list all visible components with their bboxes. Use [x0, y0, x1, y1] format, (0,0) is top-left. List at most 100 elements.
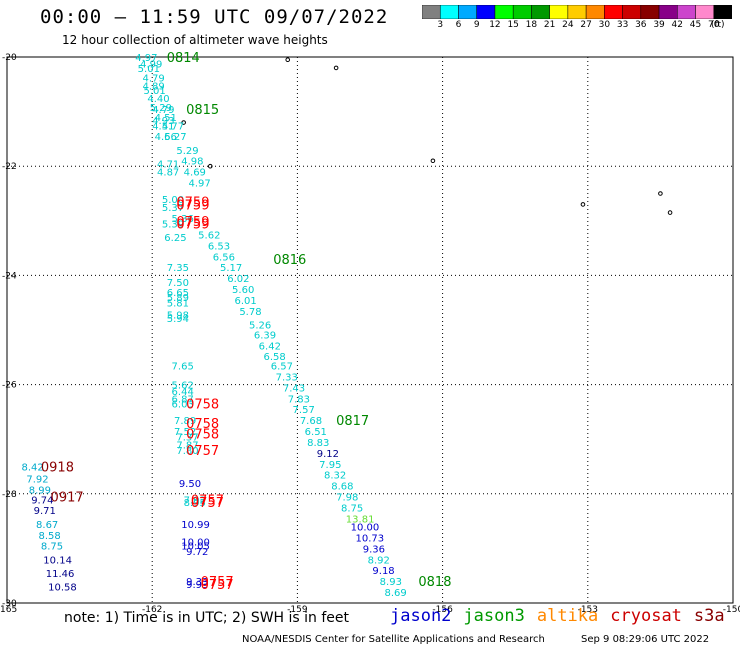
- footnote: note: 1) Time is in UTC; 2) SWH is in fe…: [64, 610, 350, 626]
- wave-height-value: 10.99: [181, 520, 210, 531]
- wave-height-value: 8.69: [385, 588, 407, 599]
- wave-height-value: 8.75: [41, 542, 63, 553]
- colorbar-tick: 33: [616, 20, 629, 30]
- wave-height-value: 4.71: [157, 159, 179, 170]
- legend-entry: s3a: [693, 606, 725, 626]
- pass-time-label: 0817: [336, 414, 369, 429]
- wave-height-value: 5.29: [176, 146, 198, 157]
- island-marker: [580, 202, 586, 207]
- x-tick-label: -156: [432, 605, 453, 615]
- pass-time-label: 0757: [201, 575, 234, 590]
- wave-height-value: 7.35: [167, 263, 189, 274]
- wave-height-value: 6.01: [234, 296, 256, 307]
- wave-height-value: 5.89: [167, 293, 189, 304]
- island-marker: [430, 158, 436, 164]
- y-tick-label: -26: [2, 381, 17, 391]
- island-marker: [285, 57, 291, 63]
- wave-height-value: 4.99: [140, 60, 162, 71]
- pass-time-label: 0917: [51, 491, 84, 506]
- wave-height-value: 5.37: [162, 203, 184, 214]
- wave-height-value: 8.42: [22, 463, 44, 474]
- page-subtitle: 12 hour collection of altimeter wave hei…: [62, 33, 328, 47]
- wave-height-value: 7.95: [319, 460, 341, 471]
- pass-time-label: 0758: [186, 398, 219, 413]
- x-tick-label: -150: [723, 605, 740, 615]
- wave-height-value: 8.58: [38, 531, 60, 542]
- wave-height-value: 6.65: [167, 288, 189, 299]
- legend-entry: cryosat: [610, 606, 682, 626]
- pass-time-label: 0759: [176, 198, 209, 213]
- wave-height-value: 7.52: [174, 427, 196, 438]
- wave-height-value: 7.80: [176, 446, 198, 457]
- wave-height-value: 6.57: [271, 361, 293, 372]
- y-tick-label: -24: [2, 271, 17, 281]
- wave-height-value: 8.93: [380, 577, 402, 588]
- wave-height-value: 7.68: [300, 416, 322, 427]
- wave-height-value: 7.98: [336, 493, 358, 504]
- colorbar-tick: 21: [543, 20, 556, 30]
- wave-height-value: 6.44: [172, 387, 194, 398]
- wave-height-value: 4.40: [147, 94, 169, 105]
- wave-height-value: 4.69: [184, 168, 206, 179]
- wave-height-value: 4.51: [152, 121, 174, 132]
- wave-height-value: 9.36: [363, 544, 385, 555]
- pass-time-label: 0918: [41, 461, 74, 476]
- colorbar-tick: 9: [473, 20, 480, 30]
- colorbar-tick: 45: [689, 20, 702, 30]
- wave-height-value: 5.29: [150, 103, 172, 114]
- wave-height-value: 8.75: [341, 503, 363, 514]
- colorbar-tick: 15: [507, 20, 519, 30]
- colorbar-tick: 70: [708, 20, 720, 30]
- wave-height-value: 8.95: [184, 498, 206, 509]
- wave-height-value: 5.60: [232, 285, 254, 296]
- island-marker: [181, 120, 186, 125]
- wave-height-value: 4.89: [143, 81, 165, 92]
- wave-height-value: 6.39: [254, 330, 276, 341]
- wave-height-value: 7.57: [293, 405, 315, 416]
- wave-height-value: 9.18: [372, 566, 394, 577]
- wave-height-value: 6.25: [164, 233, 186, 244]
- y-tick-label: -20: [2, 53, 17, 63]
- y-tick-label: -28: [2, 490, 17, 500]
- wave-height-value: 5.94: [167, 314, 189, 325]
- wave-height-value: 8.92: [368, 555, 390, 566]
- wave-height-value: 5.81: [167, 299, 189, 310]
- wave-height-value: 5.27: [164, 132, 186, 143]
- wave-height-value: 6.87: [172, 394, 194, 405]
- wave-height-value: 4.79: [152, 105, 174, 116]
- legend-entry: altika: [536, 606, 599, 626]
- wave-height-value: 9.33: [186, 577, 208, 588]
- wave-height-value: 8.67: [36, 520, 58, 531]
- wave-height-value: 7.65: [172, 361, 194, 372]
- colorbar: [422, 5, 732, 19]
- colorbar-tick: 39: [653, 20, 665, 30]
- pass-time-label: 0757: [191, 496, 224, 511]
- colorbar-tick: 27: [580, 20, 592, 30]
- wave-height-value: 8.32: [324, 471, 346, 482]
- wave-height-value: 4.98: [181, 157, 203, 168]
- wave-height-value: 6.02: [227, 274, 249, 285]
- pass-time-label: 0757: [191, 493, 224, 508]
- wave-height-value: 9.71: [34, 506, 56, 517]
- wave-height-value: 4.87: [157, 168, 179, 179]
- footer-org: NOAA/NESDIS Center for Satellite Applica…: [242, 634, 545, 645]
- wave-height-value: 10.05: [181, 542, 210, 553]
- wave-height-value: 10.73: [355, 533, 384, 544]
- wave-height-value: 13.81: [346, 514, 375, 525]
- wave-height-value: 5.00: [162, 195, 184, 206]
- pass-time-label: 0814: [167, 51, 200, 66]
- wave-height-value: 7.92: [26, 475, 48, 486]
- wave-height-value: 6.42: [259, 341, 281, 352]
- legend-entry: jason2: [390, 606, 452, 626]
- x-tick-label: -153: [578, 605, 598, 615]
- y-tick-label: -22: [2, 162, 17, 172]
- wave-height-value: 7.92: [184, 495, 206, 506]
- x-tick-label: -165: [0, 605, 17, 615]
- wave-height-value: 7.50: [167, 278, 189, 289]
- pass-time-label: 0758: [186, 417, 219, 432]
- wave-height-value: 5.78: [239, 307, 261, 318]
- wave-height-value: 7.87: [176, 441, 198, 452]
- wave-height-value: 5.17: [220, 263, 242, 274]
- satellite-legend: jason2 jason3 altika cryosat s3a: [390, 606, 737, 626]
- pass-time-label: 0816: [273, 253, 306, 268]
